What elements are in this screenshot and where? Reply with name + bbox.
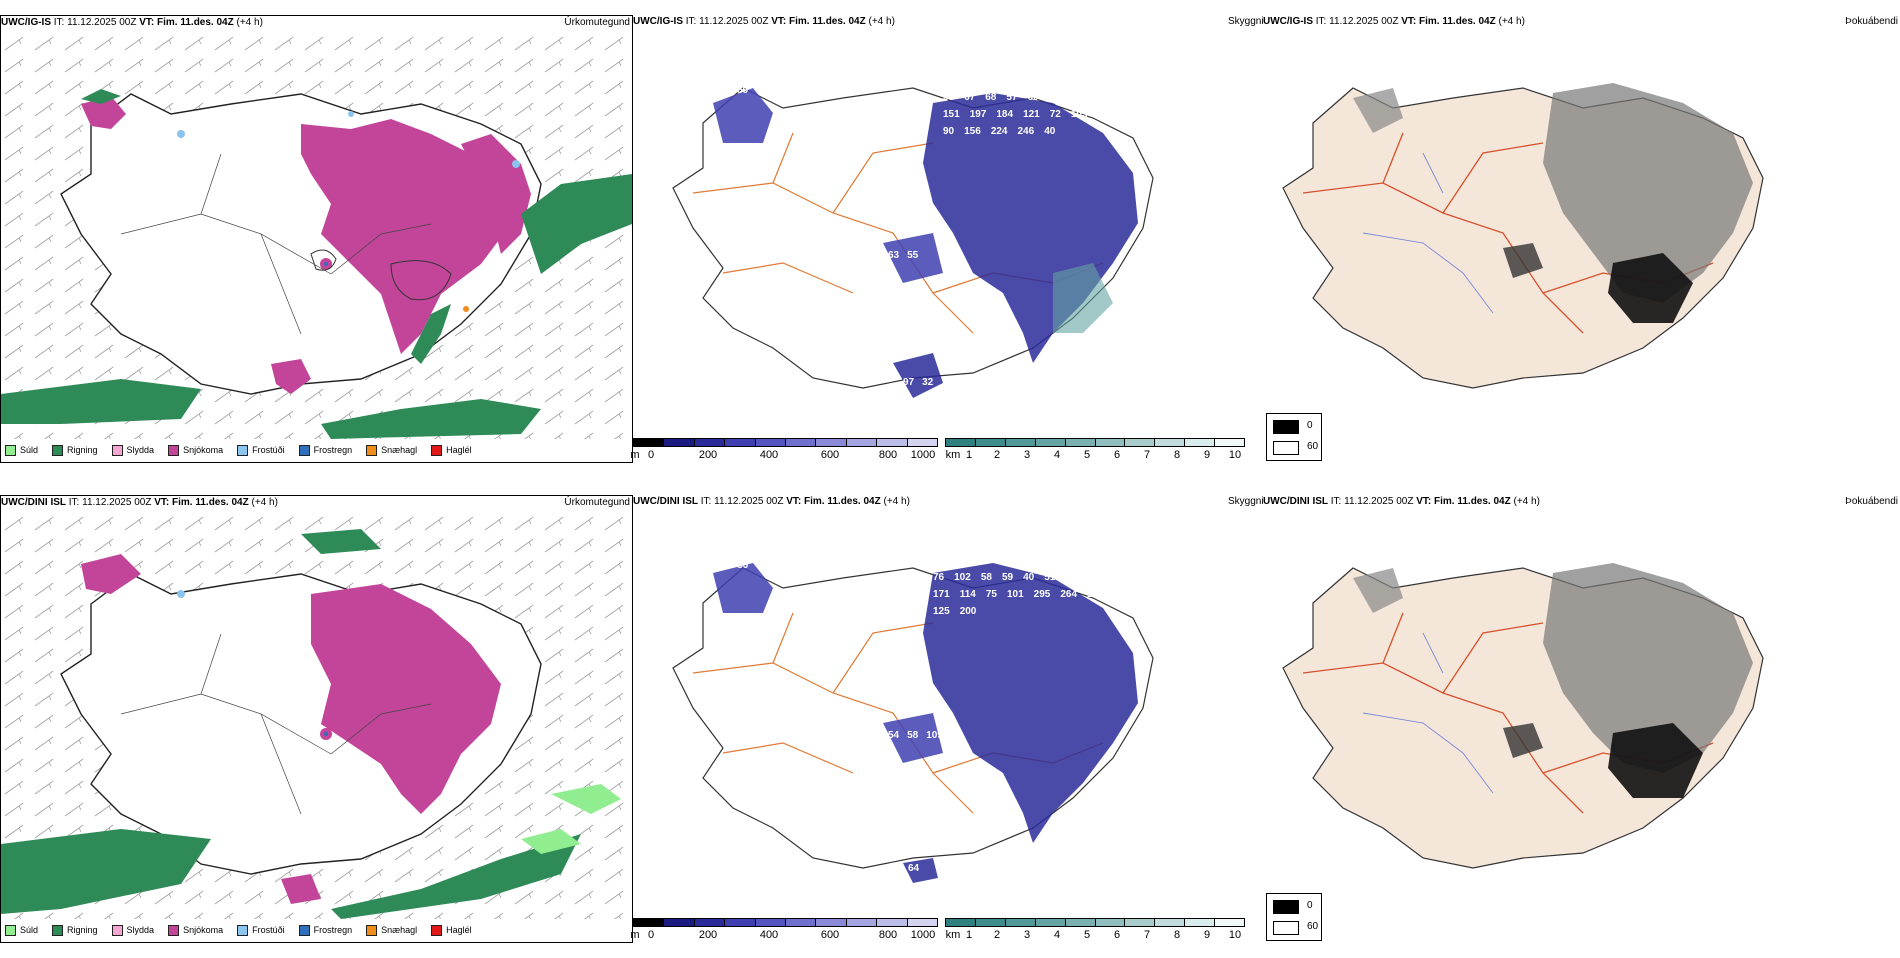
snow-numbers-bottom: 38 46 84 106 82 112 55 59 57 63 76 102 5… (933, 555, 1161, 617)
snow-cover-area (713, 88, 773, 143)
panel-title: Þokuábendi (1845, 16, 1898, 27)
swatch-frostregn (298, 444, 310, 456)
snow-header-bottom: UWC/DINI ISL IT: 11.12.2025 00Z VT: Fim.… (633, 496, 910, 507)
swatch-sudd (5, 444, 16, 456)
snow-cover-area (903, 858, 938, 883)
km-scale-bottom: km 1 2 3 4 5 6 7 8 9 10 (945, 918, 1245, 958)
drizzle-area (551, 784, 621, 814)
precip-panel-bottom: UWC/DINI ISL IT: 11.12.2025 00Z VT: Fim.… (0, 495, 633, 943)
snow-area (81, 554, 141, 594)
fog-legend-bottom: 0 60 (1266, 893, 1322, 941)
fog-header-top: UWC/IG-IS IT: 11.12.2025 00Z VT: Fim. 11… (1263, 16, 1898, 27)
fog-map-top (1282, 83, 1764, 389)
snow-area (281, 874, 321, 904)
legend-item: Frostúði (237, 924, 285, 936)
legend-item: Slydda (111, 924, 154, 936)
legend-item: Frostregn (298, 924, 352, 936)
snow-area (271, 359, 311, 394)
panel-title: Úrkomutegund (564, 17, 630, 28)
legend-item: Snjókoma (168, 924, 223, 936)
legend-item: Rigning (52, 924, 98, 936)
snow-numbers-west-bottom: 91 56 (718, 560, 749, 571)
panel-title: Þokuábendi (1845, 496, 1898, 507)
legend-item: Rigning (52, 444, 98, 456)
snow-numbers-south-top: 97 32 (903, 377, 934, 388)
legend-item: Haglél (431, 924, 472, 936)
precip-panel-top: UWC/IG-IS IT: 11.12.2025 00Z VT: Fim. 11… (0, 15, 633, 463)
swatch-snjokoma (168, 444, 180, 456)
rain-area (521, 174, 632, 274)
height-scale-top: m 0 200 400 600 800 1000 (630, 438, 938, 478)
rain-area (411, 304, 451, 364)
snow-cover-area (713, 563, 773, 613)
precip-map-top (1, 34, 632, 439)
precip-header-bottom: UWC/DINI ISL IT: 11.12.2025 00Z VT: Fim.… (1, 497, 630, 508)
swatch-haglel (431, 444, 443, 456)
cloud-title-top: Skyggni (1228, 16, 1264, 27)
precip-header-top: UWC/IG-IS IT: 11.12.2025 00Z VT: Fim. 11… (1, 17, 630, 28)
legend-item: Snjókoma (168, 444, 223, 456)
swatch-slydda (111, 444, 123, 456)
rain-area (1, 829, 211, 914)
snow-area (301, 124, 351, 174)
legend-item: Frostregn (298, 444, 352, 456)
rain-area (1, 379, 201, 424)
snow-area (311, 584, 501, 814)
model-name: UWC/IG-IS (1, 17, 51, 28)
fog-header-bottom: UWC/DINI ISL IT: 11.12.2025 00Z VT: Fim.… (1263, 496, 1898, 507)
legend-item: Snæhagl (366, 444, 417, 456)
rain-area (321, 399, 541, 439)
snow-map-bottom (672, 563, 1154, 883)
km-scale-top: km 1 2 3 4 5 6 7 8 9 10 (945, 438, 1245, 478)
panel-title: Úrkomutegund (564, 497, 630, 508)
legend-item: Snæhagl (366, 924, 417, 936)
snow-header-top: UWC/IG-IS IT: 11.12.2025 00Z VT: Fim. 11… (633, 16, 895, 27)
fog-map-bottom (1282, 563, 1764, 869)
legend-item: Haglél (431, 444, 472, 456)
snow-panel-top: UWC/IG-IS IT: 11.12.2025 00Z VT: Fim. 11… (633, 15, 1263, 463)
snow-numbers-mid-top: 63 55 (888, 250, 919, 261)
fog-area (1503, 243, 1543, 278)
snow-panel-bottom: UWC/DINI ISL IT: 11.12.2025 00Z VT: Fim.… (633, 495, 1263, 943)
swatch-rigning (52, 444, 64, 456)
cloud-area (1053, 263, 1113, 333)
swatch-snaehagl (366, 444, 378, 456)
precip-legend: Súld Rigning Slydda Snjókoma Frostúði Fr… (5, 440, 628, 460)
legend-item: Slydda (111, 444, 154, 456)
rain-area (301, 529, 381, 554)
snow-numbers-mid-bottom: 54 58 109 (888, 730, 943, 741)
swatch-frostudi (237, 444, 249, 456)
legend-item: Súld (5, 924, 38, 936)
snow-cover-area (893, 353, 943, 398)
fog-area (1353, 568, 1403, 613)
drizzle-area (521, 829, 581, 854)
legend-item: Súld (5, 444, 38, 456)
fog-area (1353, 88, 1403, 133)
snow-numbers-south-bottom: 64 (908, 863, 920, 874)
legend-item: Frostúði (237, 444, 285, 456)
fog-panel-bottom: UWC/DINI ISL IT: 11.12.2025 00Z VT: Fim.… (1263, 495, 1900, 943)
fog-area (1503, 723, 1543, 758)
fog-area (1608, 723, 1703, 798)
fog-area (1543, 83, 1753, 303)
fog-legend-top: 0 60 (1266, 413, 1322, 461)
fog-area (1543, 563, 1753, 773)
snow-numbers-top: 69 58 39 54 74 61 43 47 53 45 50 33 67 6… (943, 75, 1168, 137)
snow-area (81, 96, 126, 129)
fog-area (1608, 253, 1693, 323)
precip-map-bottom (1, 514, 632, 919)
snow-cover-area (923, 563, 1138, 843)
snow-cover-area (883, 233, 943, 283)
snow-map-top (672, 87, 1154, 398)
rain-area (81, 89, 121, 104)
cloud-title-bottom: Skyggni (1228, 496, 1264, 507)
snow-numbers-west-top: 52 59 13 13 (718, 85, 787, 96)
height-scale-bottom: m 0 200 400 600 800 1000 (630, 918, 938, 958)
rain-area (331, 834, 581, 919)
fog-panel-top: UWC/IG-IS IT: 11.12.2025 00Z VT: Fim. 11… (1263, 15, 1900, 463)
snow-cover-area (883, 713, 943, 763)
precip-legend-bottom: Súld Rigning Slydda Snjókoma Frostúði Fr… (5, 920, 628, 940)
snow-area (311, 119, 511, 354)
